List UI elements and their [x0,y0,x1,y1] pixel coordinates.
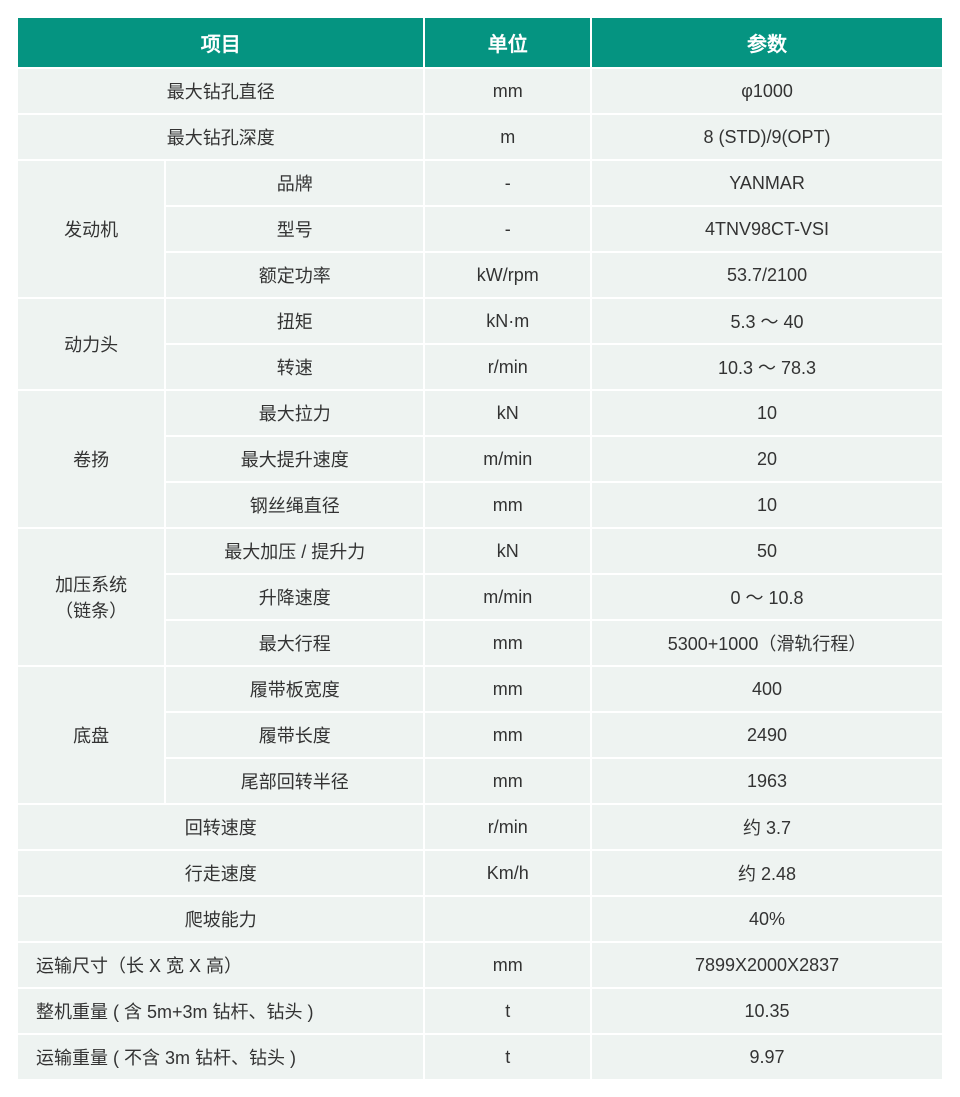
unit-cell: t [424,988,591,1034]
param-cell: 50 [591,528,943,574]
param-cell: 10.35 [591,988,943,1034]
table-row: 动力头扭矩kN·m5.3 ～ 40 [17,298,943,344]
group-cell: 动力头 [17,298,165,390]
param-cell: φ1000 [591,68,943,114]
item-cell: 回转速度 [17,804,424,850]
param-cell: 4TNV98CT-VSI [591,206,943,252]
group-cell: 底盘 [17,666,165,804]
table-row: 运输尺寸（长 X 宽 X 高）mm7899X2000X2837 [17,942,943,988]
param-cell: 约 2.48 [591,850,943,896]
item-cell: 最大加压 / 提升力 [165,528,424,574]
group-cell: 卷扬 [17,390,165,528]
table-row: 整机重量 ( 含 5m+3m 钻杆、钻头 )t10.35 [17,988,943,1034]
item-cell: 型号 [165,206,424,252]
param-cell: 40% [591,896,943,942]
group-cell: 发动机 [17,160,165,298]
item-cell: 最大钻孔直径 [17,68,424,114]
unit-cell: kN [424,528,591,574]
item-cell: 额定功率 [165,252,424,298]
unit-cell: mm [424,666,591,712]
param-cell: 0 ～ 10.8 [591,574,943,620]
param-cell: 约 3.7 [591,804,943,850]
unit-cell: kN [424,390,591,436]
table-row: 回转速度r/min约 3.7 [17,804,943,850]
unit-cell: kW/rpm [424,252,591,298]
item-cell: 扭矩 [165,298,424,344]
param-cell: 5300+1000（滑轨行程） [591,620,943,666]
unit-cell: mm [424,758,591,804]
unit-cell: - [424,160,591,206]
specs-table: 项目 单位 参数 最大钻孔直径mmφ1000最大钻孔深度m8 (STD)/9(O… [16,16,944,1081]
header-param: 参数 [591,17,943,68]
table-row: 卷扬最大拉力kN10 [17,390,943,436]
unit-cell: Km/h [424,850,591,896]
table-row: 爬坡能力 40% [17,896,943,942]
unit-cell: - [424,206,591,252]
item-cell: 最大行程 [165,620,424,666]
item-cell: 行走速度 [17,850,424,896]
param-cell: 1963 [591,758,943,804]
table-row: 发动机品牌-YANMAR [17,160,943,206]
param-cell: 20 [591,436,943,482]
header-item: 项目 [17,17,424,68]
item-cell: 最大拉力 [165,390,424,436]
unit-cell: mm [424,620,591,666]
unit-cell: r/min [424,804,591,850]
unit-cell: kN·m [424,298,591,344]
item-cell: 履带板宽度 [165,666,424,712]
param-cell: 53.7/2100 [591,252,943,298]
item-cell: 尾部回转半径 [165,758,424,804]
unit-cell [424,896,591,942]
group-cell: 加压系统 （链条） [17,528,165,666]
unit-cell: m/min [424,574,591,620]
table-row: 加压系统 （链条）最大加压 / 提升力kN50 [17,528,943,574]
table-row: 最大钻孔深度m8 (STD)/9(OPT) [17,114,943,160]
table-row: 行走速度Km/h约 2.48 [17,850,943,896]
item-cell: 最大钻孔深度 [17,114,424,160]
unit-cell: m/min [424,436,591,482]
header-unit: 单位 [424,17,591,68]
param-cell: 7899X2000X2837 [591,942,943,988]
table-header-row: 项目 单位 参数 [17,17,943,68]
item-cell: 整机重量 ( 含 5m+3m 钻杆、钻头 ) [17,988,424,1034]
unit-cell: m [424,114,591,160]
unit-cell: r/min [424,344,591,390]
item-cell: 履带长度 [165,712,424,758]
param-cell: 10.3 ～ 78.3 [591,344,943,390]
param-cell: 5.3 ～ 40 [591,298,943,344]
param-cell: 8 (STD)/9(OPT) [591,114,943,160]
table-row: 底盘履带板宽度mm400 [17,666,943,712]
unit-cell: mm [424,942,591,988]
item-cell: 运输重量 ( 不含 3m 钻杆、钻头 ) [17,1034,424,1080]
param-cell: YANMAR [591,160,943,206]
item-cell: 转速 [165,344,424,390]
item-cell: 钢丝绳直径 [165,482,424,528]
item-cell: 运输尺寸（长 X 宽 X 高） [17,942,424,988]
param-cell: 10 [591,390,943,436]
item-cell: 品牌 [165,160,424,206]
unit-cell: t [424,1034,591,1080]
item-cell: 爬坡能力 [17,896,424,942]
param-cell: 2490 [591,712,943,758]
item-cell: 升降速度 [165,574,424,620]
table-body: 最大钻孔直径mmφ1000最大钻孔深度m8 (STD)/9(OPT)发动机品牌-… [17,68,943,1080]
param-cell: 400 [591,666,943,712]
param-cell: 9.97 [591,1034,943,1080]
table-row: 运输重量 ( 不含 3m 钻杆、钻头 )t9.97 [17,1034,943,1080]
table-row: 最大钻孔直径mmφ1000 [17,68,943,114]
param-cell: 10 [591,482,943,528]
item-cell: 最大提升速度 [165,436,424,482]
unit-cell: mm [424,68,591,114]
unit-cell: mm [424,482,591,528]
unit-cell: mm [424,712,591,758]
